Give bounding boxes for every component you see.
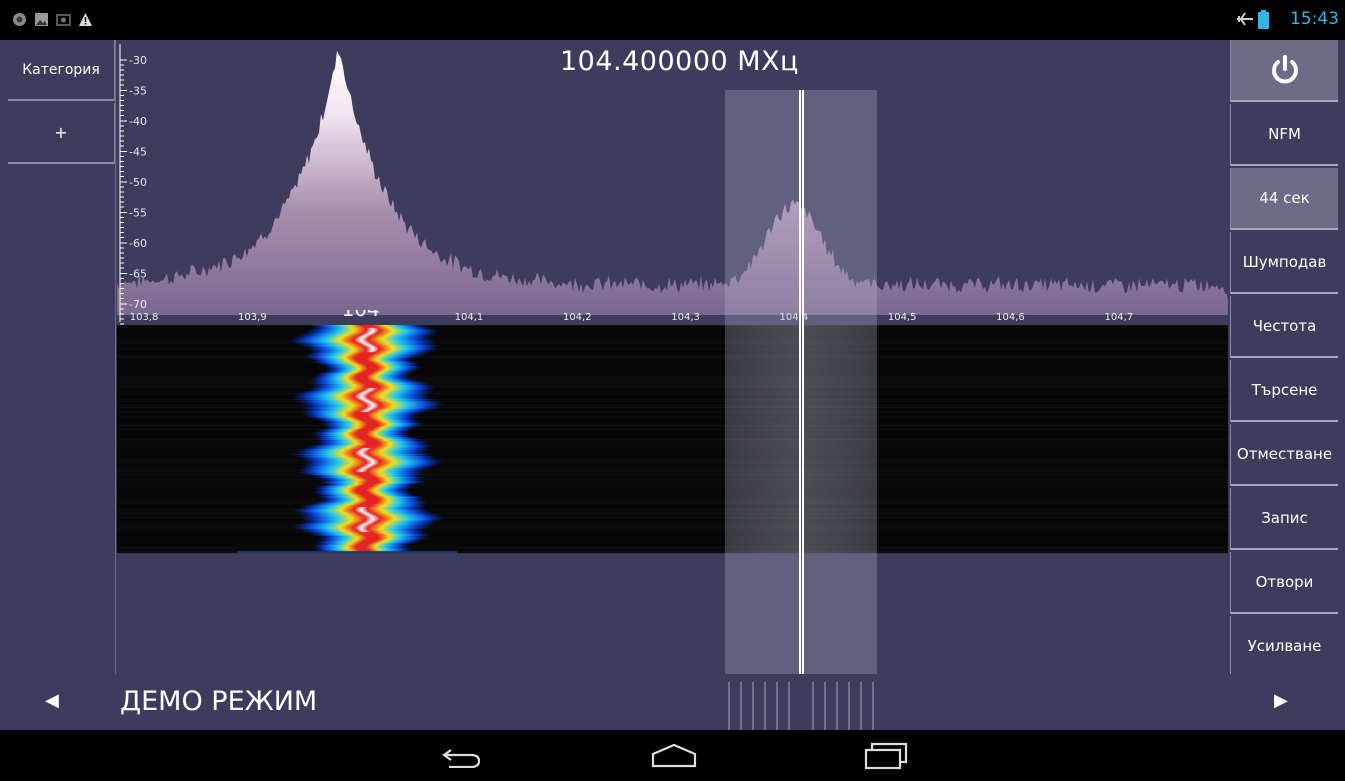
power-button[interactable] <box>1230 40 1338 102</box>
next-arrow[interactable]: ▶ <box>1274 690 1288 711</box>
offset-button[interactable]: Отместване <box>1230 424 1338 486</box>
target-icon <box>13 13 26 26</box>
freq-tick-label: 103,8 <box>130 312 159 323</box>
freq-tick-label: 104,6 <box>996 312 1025 323</box>
status-clock: 15:43 <box>1290 9 1339 29</box>
squelch-button[interactable]: Шумподав <box>1230 232 1338 294</box>
mode-button[interactable]: NFM <box>1230 104 1338 166</box>
freq-tick-label: 104,1 <box>455 312 484 323</box>
category-button[interactable]: Категория <box>8 40 115 101</box>
battery-icon <box>1258 10 1269 29</box>
photo-icon <box>56 14 71 26</box>
spectrum-plot[interactable]: -30 -35 -40 -45 -50 -55 -60 -65 -70 <box>117 40 1228 325</box>
freq-tick-label: 104,2 <box>563 312 592 323</box>
center-marker-secondary <box>802 90 804 730</box>
status-bar: 15:43 <box>0 0 1345 40</box>
freq-tick-label: 104,3 <box>671 312 700 323</box>
home-icon[interactable] <box>650 742 698 768</box>
db-tick-label: -65 <box>129 268 147 281</box>
freq-tick-label: 103,9 <box>238 312 267 323</box>
image-icon <box>35 13 48 26</box>
frequency-button[interactable]: Честота <box>1230 296 1338 358</box>
freq-tick-label: 104 <box>342 310 380 321</box>
db-tick-label: -70 <box>129 298 147 311</box>
left-panel: Категория + <box>8 40 116 674</box>
selection-overlay[interactable] <box>725 90 877 730</box>
db-tick-label: -50 <box>129 176 147 189</box>
waterfall-display[interactable] <box>117 325 1228 565</box>
add-category-button[interactable]: + <box>8 103 115 164</box>
db-axis: -30 -35 -40 -45 -50 -55 -60 -65 -70 <box>119 44 147 325</box>
waterfall-canvas <box>117 325 1228 565</box>
gain-button[interactable]: Усилване <box>1230 616 1338 678</box>
demo-mode-label: ДЕМО РЕЖИМ <box>120 686 318 717</box>
frequency-display[interactable]: 104.400000 МХц <box>560 46 799 77</box>
airplane-icon <box>1237 12 1253 26</box>
recents-icon[interactable] <box>862 740 910 770</box>
main-area: -30 -35 -40 -45 -50 -55 -60 -65 -70 103,8 103,9 10… <box>0 40 1345 730</box>
center-marker <box>799 90 801 730</box>
bottom-bar: ◀ ДЕМО РЕЖИМ ▶ <box>0 674 1345 730</box>
timer-button[interactable]: 44 сек <box>1230 168 1338 230</box>
db-tick-label: -55 <box>129 207 147 220</box>
db-tick-label: -60 <box>129 237 147 250</box>
freq-tick-label: 104,4 <box>780 312 809 323</box>
warning-icon <box>79 13 92 26</box>
power-icon <box>1271 55 1298 84</box>
search-button[interactable]: Търсене <box>1230 360 1338 422</box>
freq-tick-label: 104,5 <box>888 312 917 323</box>
db-tick-label: -30 <box>129 54 147 67</box>
frequency-labels: 103,8 103,9 104 104,1 104,2 104,3 104,4 104,5 10… <box>130 310 1133 323</box>
db-tick-label: -40 <box>129 115 147 128</box>
overlay-ticks <box>728 682 874 730</box>
freq-tick-label: 104,7 <box>1104 312 1133 323</box>
right-panel: NFM 44 сек Шумподав Честота Търсене Отме… <box>1230 40 1338 678</box>
bottom-overlay <box>725 674 877 730</box>
db-tick-label: -45 <box>129 146 147 159</box>
spectrum-trace <box>117 50 1228 315</box>
previous-arrow[interactable]: ◀ <box>45 690 59 711</box>
open-button[interactable]: Отвори <box>1230 552 1338 614</box>
system-nav-bar <box>0 730 1345 781</box>
record-button[interactable]: Запис <box>1230 488 1338 550</box>
back-icon[interactable] <box>439 744 485 768</box>
db-tick-label: -35 <box>129 85 147 98</box>
